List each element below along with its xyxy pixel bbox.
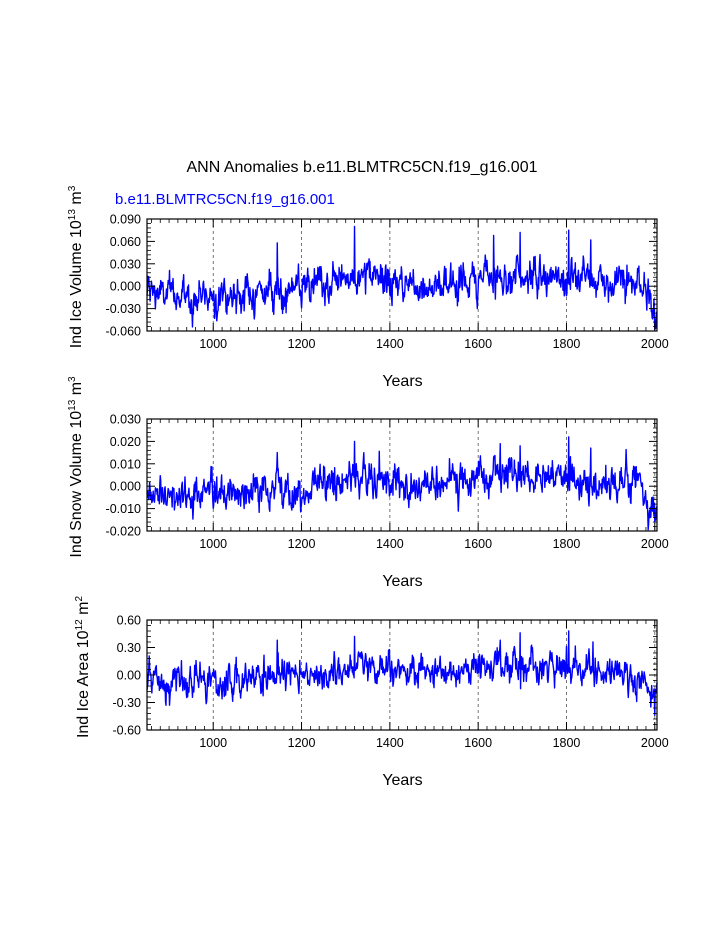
x-tick-label-1800: 1800 — [553, 337, 581, 351]
y-tick-label-0.030: 0.030 — [110, 413, 141, 427]
data-line-2 — [146, 436, 658, 531]
chart-panels: 1000 1200 1400 1600 1800 2000 -0.060 -0.030 0.00… — [67, 185, 669, 789]
y-axis-title-part: Ind Ice Area 10 — [75, 630, 92, 738]
plot-frame — [146, 218, 658, 332]
x-tick-label-1000: 1000 — [199, 537, 227, 551]
x-tick-label-1400: 1400 — [376, 537, 404, 551]
x-tick-label-2000: 2000 — [641, 337, 669, 351]
x-tick-label-1000: 1000 — [199, 337, 227, 351]
y-axis-title-superscript: 3 — [67, 376, 78, 382]
y-tick-label--0.30: -0.30 — [113, 696, 142, 710]
x-tick-label-1600: 1600 — [464, 736, 492, 750]
x-axis-title: Years — [382, 772, 422, 789]
x-tick-label-1600: 1600 — [464, 337, 492, 351]
y-tick-label-0.60: 0.60 — [117, 614, 141, 628]
chart-panel-2: 1000 1200 1400 1600 1800 2000 -0.020 -0.010 0.00… — [67, 376, 669, 590]
y-axis-title-part: Ind Snow Volume 10 — [68, 411, 85, 558]
y-tick-label--0.030: -0.030 — [106, 302, 141, 316]
y-axis-title-part: m — [68, 382, 85, 400]
y-tick-label--0.010: -0.010 — [106, 502, 141, 516]
y-axis-title: Ind Snow Volume 1013 m3 — [67, 376, 85, 558]
y-tick-label-0.00: 0.00 — [117, 669, 141, 683]
y-tick-label-0.000: 0.000 — [110, 480, 141, 494]
x-tick-label-1200: 1200 — [288, 736, 316, 750]
y-tick-label-0.010: 0.010 — [110, 457, 141, 471]
data-line-1 — [146, 225, 658, 331]
x-tick-label-1000: 1000 — [199, 736, 227, 750]
y-tick-label-0.090: 0.090 — [110, 213, 141, 227]
y-axis-title-part: m — [68, 191, 85, 209]
x-tick-label-1800: 1800 — [553, 537, 581, 551]
figure-title: ANN Anomalies b.e11.BLMTRC5CN.f19_g16.00… — [187, 159, 538, 176]
x-axis-title: Years — [382, 573, 422, 590]
y-axis-title: Ind Ice Volume 1013 m3 — [67, 185, 85, 348]
y-tick-label--0.060: -0.060 — [106, 325, 141, 339]
y-axis-title-part: Ind Ice Volume 10 — [68, 220, 85, 348]
y-tick-label-0.000: 0.000 — [110, 280, 141, 294]
x-tick-label-2000: 2000 — [641, 537, 669, 551]
y-tick-label-0.020: 0.020 — [110, 435, 141, 449]
x-tick-label-1200: 1200 — [288, 537, 316, 551]
data-line-3 — [146, 630, 658, 717]
chart-panel-3: 1000 1200 1400 1600 1800 2000 -0.60 -0.30 0.00 0.… — [74, 596, 669, 789]
y-axis-title-superscript: 13 — [67, 209, 78, 221]
y-tick-label--0.60: -0.60 — [113, 724, 142, 738]
series-label: b.e11.BLMTRC5CN.f19_g16.001 — [115, 191, 335, 208]
y-tick-label-0.030: 0.030 — [110, 257, 141, 271]
y-axis-title-superscript: 12 — [74, 619, 85, 631]
x-tick-label-1600: 1600 — [464, 537, 492, 551]
y-axis-title-superscript: 13 — [67, 399, 78, 411]
chart-panel-1: 1000 1200 1400 1600 1800 2000 -0.060 -0.030 0.00… — [67, 185, 669, 390]
plot-frame — [146, 418, 658, 532]
y-axis-title-superscript: 3 — [67, 185, 78, 191]
x-tick-label-1800: 1800 — [553, 736, 581, 750]
x-tick-label-1400: 1400 — [376, 337, 404, 351]
y-tick-label-0.060: 0.060 — [110, 235, 141, 249]
y-axis-title-superscript: 2 — [74, 596, 85, 602]
y-axis-title-part: m — [75, 602, 92, 620]
y-axis-title: Ind Ice Area 1012 m2 — [74, 596, 92, 739]
x-axis-title: Years — [382, 373, 422, 390]
x-tick-label-1200: 1200 — [288, 337, 316, 351]
x-tick-label-1400: 1400 — [376, 736, 404, 750]
y-tick-label--0.020: -0.020 — [106, 525, 141, 539]
x-tick-label-2000: 2000 — [641, 736, 669, 750]
y-tick-label-0.30: 0.30 — [117, 641, 141, 655]
